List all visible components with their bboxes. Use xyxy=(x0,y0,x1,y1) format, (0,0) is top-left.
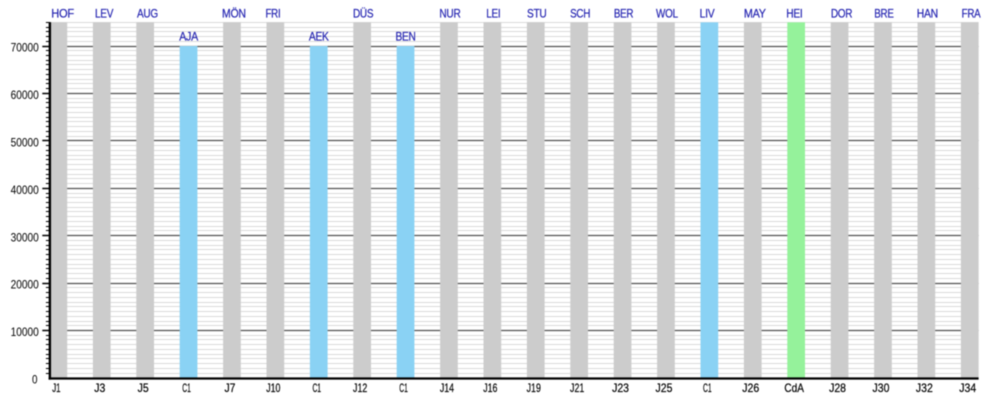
svg-text:FRA: FRA xyxy=(962,6,982,20)
svg-text:10000: 10000 xyxy=(11,326,39,339)
svg-text:AJA: AJA xyxy=(179,29,199,43)
svg-text:J25: J25 xyxy=(656,381,673,395)
svg-text:CdA: CdA xyxy=(784,381,804,395)
svg-text:J30: J30 xyxy=(873,381,890,395)
svg-text:20000: 20000 xyxy=(11,279,39,292)
svg-text:C1: C1 xyxy=(703,381,712,395)
svg-text:J28: J28 xyxy=(829,381,846,395)
svg-text:J32: J32 xyxy=(916,381,933,395)
svg-text:STU: STU xyxy=(527,6,547,20)
svg-text:J3: J3 xyxy=(94,381,105,395)
svg-text:J1: J1 xyxy=(52,381,61,395)
svg-text:BEN: BEN xyxy=(396,29,416,43)
svg-text:60000: 60000 xyxy=(11,89,39,102)
svg-text:BER: BER xyxy=(614,6,634,20)
svg-text:30000: 30000 xyxy=(11,231,39,244)
svg-text:J23: J23 xyxy=(612,381,629,395)
svg-text:J14: J14 xyxy=(440,381,454,395)
svg-text:J26: J26 xyxy=(742,381,759,395)
svg-text:40000: 40000 xyxy=(11,184,39,197)
svg-text:50000: 50000 xyxy=(11,136,39,149)
svg-text:C1: C1 xyxy=(312,381,321,395)
svg-text:DOR: DOR xyxy=(831,6,853,20)
svg-text:WOL: WOL xyxy=(656,6,678,20)
svg-text:DÜS: DÜS xyxy=(353,6,374,20)
svg-text:J10: J10 xyxy=(266,381,280,395)
svg-text:LIV: LIV xyxy=(700,6,716,20)
svg-text:SCH: SCH xyxy=(570,6,590,20)
svg-text:AEK: AEK xyxy=(309,29,329,43)
svg-text:LEV: LEV xyxy=(95,6,114,20)
svg-text:MÖN: MÖN xyxy=(222,6,246,20)
svg-text:J7: J7 xyxy=(224,381,235,395)
svg-text:C1: C1 xyxy=(399,381,408,395)
svg-text:HOF: HOF xyxy=(51,6,74,20)
svg-text:J21: J21 xyxy=(570,381,584,395)
svg-text:0: 0 xyxy=(32,374,38,387)
svg-text:FRI: FRI xyxy=(265,6,280,20)
svg-text:NUR: NUR xyxy=(439,6,461,20)
svg-text:BRE: BRE xyxy=(874,6,894,20)
svg-text:J12: J12 xyxy=(353,381,367,395)
svg-text:HEI: HEI xyxy=(786,6,802,20)
svg-text:AUG: AUG xyxy=(137,6,158,20)
svg-text:J34: J34 xyxy=(959,381,976,395)
svg-text:MAY: MAY xyxy=(744,6,766,20)
svg-text:J5: J5 xyxy=(138,381,149,395)
svg-text:HAN: HAN xyxy=(917,6,938,20)
svg-text:70000: 70000 xyxy=(11,42,39,55)
svg-text:J16: J16 xyxy=(483,381,497,395)
svg-text:LEI: LEI xyxy=(486,6,500,20)
svg-text:C1: C1 xyxy=(182,381,191,395)
svg-text:J19: J19 xyxy=(527,381,541,395)
